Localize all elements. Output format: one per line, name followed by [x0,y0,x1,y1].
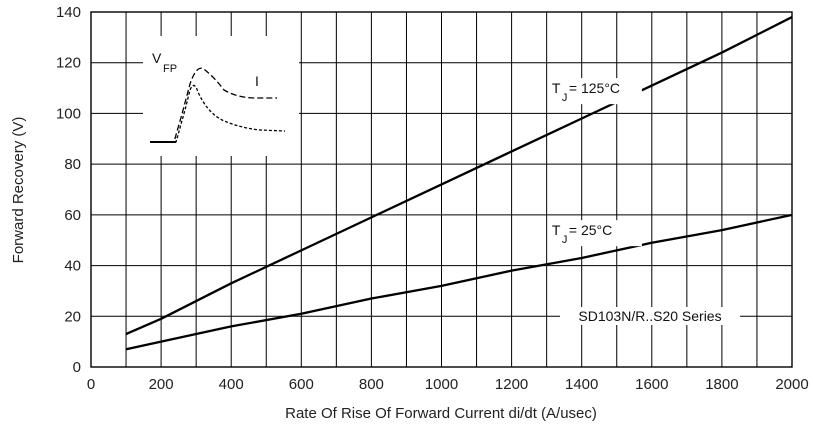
series-label-background [549,220,642,247]
x-tick-label: 1800 [705,376,738,393]
y-axis-title: Forward Recovery (V) [10,117,27,264]
y-tick-label: 120 [56,55,81,72]
y-tick-label: 60 [64,207,81,224]
series-line [125,16,793,336]
series-tag: SD103N/R..S20 Series [578,308,721,324]
series-line [125,213,793,351]
x-tick-label: 200 [149,376,174,393]
plot-frame [90,11,793,368]
x-tick-label: 2000 [775,376,808,393]
x-tick-label: 0 [87,376,95,393]
series-label-main: T [552,222,561,238]
x-tick-label: 1400 [565,376,598,393]
series-label: TJ = 125°C [549,78,642,105]
series-tag-background [560,307,740,325]
series-label-main: T [552,80,561,96]
x-tick-label: 600 [289,376,314,393]
series-label: TJ = 25°C [549,220,642,247]
x-axis-title: Rate Of Rise Of Forward Current di/dt (A… [285,405,597,422]
x-tick-label: 1600 [635,376,668,393]
inset-vfp-subscript: FP [163,63,177,75]
inset-voltage-curve [150,84,286,143]
y-tick-label: 80 [64,156,81,173]
y-tick-label: 100 [56,105,81,122]
series-lines [125,16,793,351]
x-tick-label: 1000 [425,376,458,393]
series-label-background [549,78,642,105]
inset-background [143,36,299,156]
inset-i-label: I [255,73,259,89]
x-tick-label: 1200 [495,376,528,393]
y-tick-label: 0 [73,359,81,376]
inset-waveform: VFP I [143,36,299,156]
inset-vfp-label: V [152,50,162,66]
tick-labels: 0 200 400 600 800 1000 1200 1400 1600 1800 2000 0 20… [56,4,809,393]
inset-current-curve [150,67,277,143]
y-tick-label: 20 [64,308,81,325]
x-tick-label: 800 [359,376,384,393]
series-label-subscript: J [562,234,568,246]
x-tick-label: 400 [219,376,244,393]
y-tick-label: 40 [64,258,81,275]
y-tick-label: 140 [56,4,81,21]
series-label-text: = 25°C [569,222,612,238]
series-label-subscript: J [562,92,568,104]
series-label-text: = 125°C [569,80,620,96]
